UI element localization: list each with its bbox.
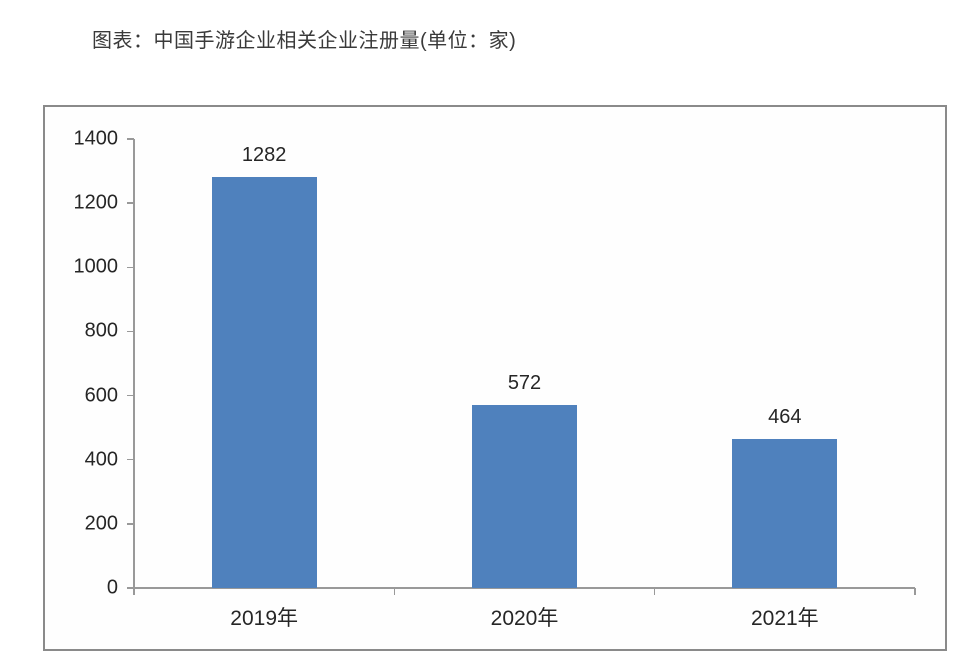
bar-value-label: 464 <box>768 406 802 429</box>
bar-value-label: 1282 <box>241 143 287 166</box>
y-tick-mark <box>127 202 134 204</box>
x-category-label: 2021年 <box>750 607 819 630</box>
y-tick-mark <box>127 138 134 140</box>
y-tick-label: 800 <box>84 319 118 342</box>
y-tick-label: 1400 <box>73 127 119 150</box>
bar <box>732 439 838 588</box>
bar <box>472 404 577 588</box>
chart-title: 图表：中国手游企业相关企业注册量(单位：家) <box>92 30 517 52</box>
y-tick-mark <box>127 266 134 269</box>
y-axis-line <box>133 139 135 595</box>
x-category-label: 2019年 <box>230 607 299 630</box>
y-tick-mark <box>127 330 134 333</box>
plot-area: 0 200 400 600 800 1000 1200 1400 1282 2019年 572 202… <box>45 107 945 649</box>
y-tick-label: 600 <box>84 384 118 407</box>
x-tick-mark <box>914 588 916 595</box>
y-tick-mark <box>127 523 134 525</box>
y-tick-label: 1200 <box>73 191 119 214</box>
y-tick-mark <box>127 458 134 461</box>
y-tick-mark <box>127 587 134 589</box>
y-tick-label: 400 <box>84 448 118 471</box>
bar <box>211 176 317 588</box>
x-tick-mark <box>393 588 396 595</box>
x-category-label: 2020年 <box>490 607 559 630</box>
y-tick-mark <box>127 394 134 397</box>
y-tick-label: 200 <box>84 512 118 535</box>
bar-value-label: 572 <box>507 371 542 394</box>
x-tick-mark <box>653 588 656 595</box>
y-tick-label: 0 <box>106 576 118 599</box>
chart-frame: 0 200 400 600 800 1000 1200 1400 1282 2019年 572 202… <box>43 105 947 651</box>
y-tick-label: 1000 <box>73 255 119 278</box>
